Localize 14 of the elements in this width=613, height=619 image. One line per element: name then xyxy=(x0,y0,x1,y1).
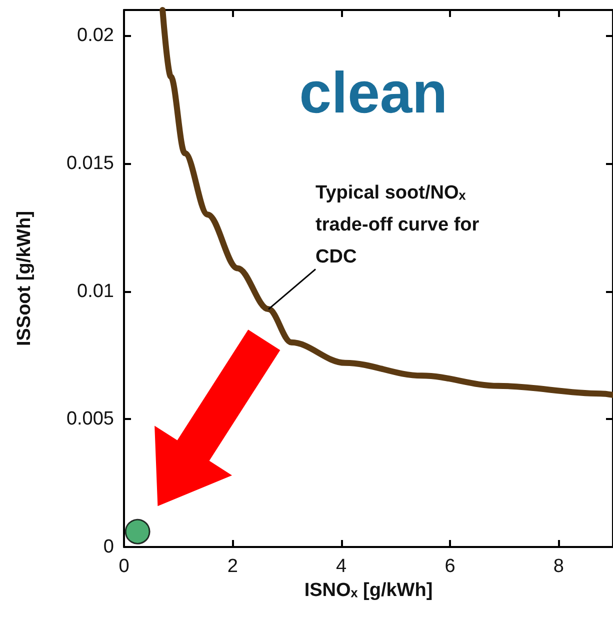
y-tick-label: 0 xyxy=(103,536,114,558)
x-tick-label: 2 xyxy=(227,556,238,577)
y-tick-label: 0.01 xyxy=(77,280,114,302)
y-tick-label: 0.02 xyxy=(77,25,114,46)
y-tick-label: 0.015 xyxy=(66,152,114,174)
y-axis-title: ISSoot [g/kWh] xyxy=(14,210,35,346)
x-tick-label: 0 xyxy=(118,556,130,577)
x-tick-label: 8 xyxy=(553,556,564,577)
annotation: clean xyxy=(299,60,448,126)
x-axis-title: ISNOₓ [g/kWh] xyxy=(304,580,433,601)
y-tick-label: 0.005 xyxy=(66,408,114,430)
annotation: Typical soot/NOₓ trade-off curve for CDC xyxy=(316,182,484,268)
x-tick-label: 4 xyxy=(336,556,348,577)
x-tick-label: 6 xyxy=(444,556,456,577)
